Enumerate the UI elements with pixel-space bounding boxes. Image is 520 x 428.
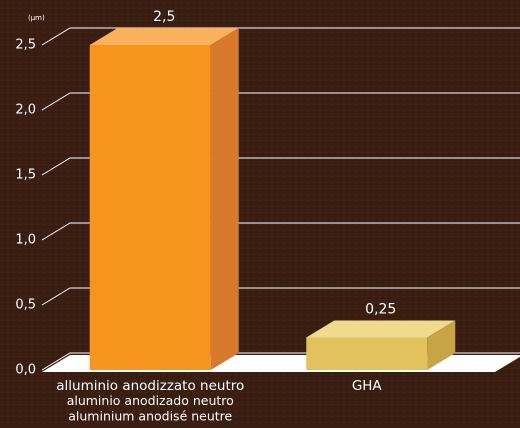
- value-label: 0,25: [365, 302, 396, 318]
- x-tick-label: GHA: [352, 378, 383, 394]
- y-tick-label: 0,5: [15, 298, 36, 313]
- bar: [89, 28, 239, 370]
- bar-top: [306, 320, 456, 338]
- y-tick-label: 1,0: [15, 233, 36, 248]
- value-label: 2,5: [153, 9, 175, 25]
- grid-line: [41, 222, 520, 241]
- x-tick-label: aluminio anodizado neutro: [67, 393, 234, 408]
- bar: [306, 320, 456, 370]
- grid-line: [41, 92, 520, 111]
- bar-top: [89, 28, 239, 45]
- grid-line: [41, 287, 520, 306]
- bar-front: [89, 45, 211, 370]
- y-axis-label: (µm): [28, 14, 45, 22]
- x-tick-label: alluminio anodizzato neutro: [56, 378, 244, 394]
- x-tick-label: aluminium anodisé neutre: [68, 409, 232, 424]
- y-tick-label: 2,5: [15, 38, 36, 53]
- y-tick-label: 1,5: [15, 168, 36, 183]
- grid-line: [41, 27, 520, 46]
- bar-side: [210, 28, 239, 370]
- bar-front: [306, 337, 428, 370]
- y-tick-label: 0,0: [15, 363, 36, 378]
- y-tick-label: 2,0: [15, 103, 36, 118]
- grid-line: [41, 157, 520, 176]
- bar-side: [427, 320, 456, 370]
